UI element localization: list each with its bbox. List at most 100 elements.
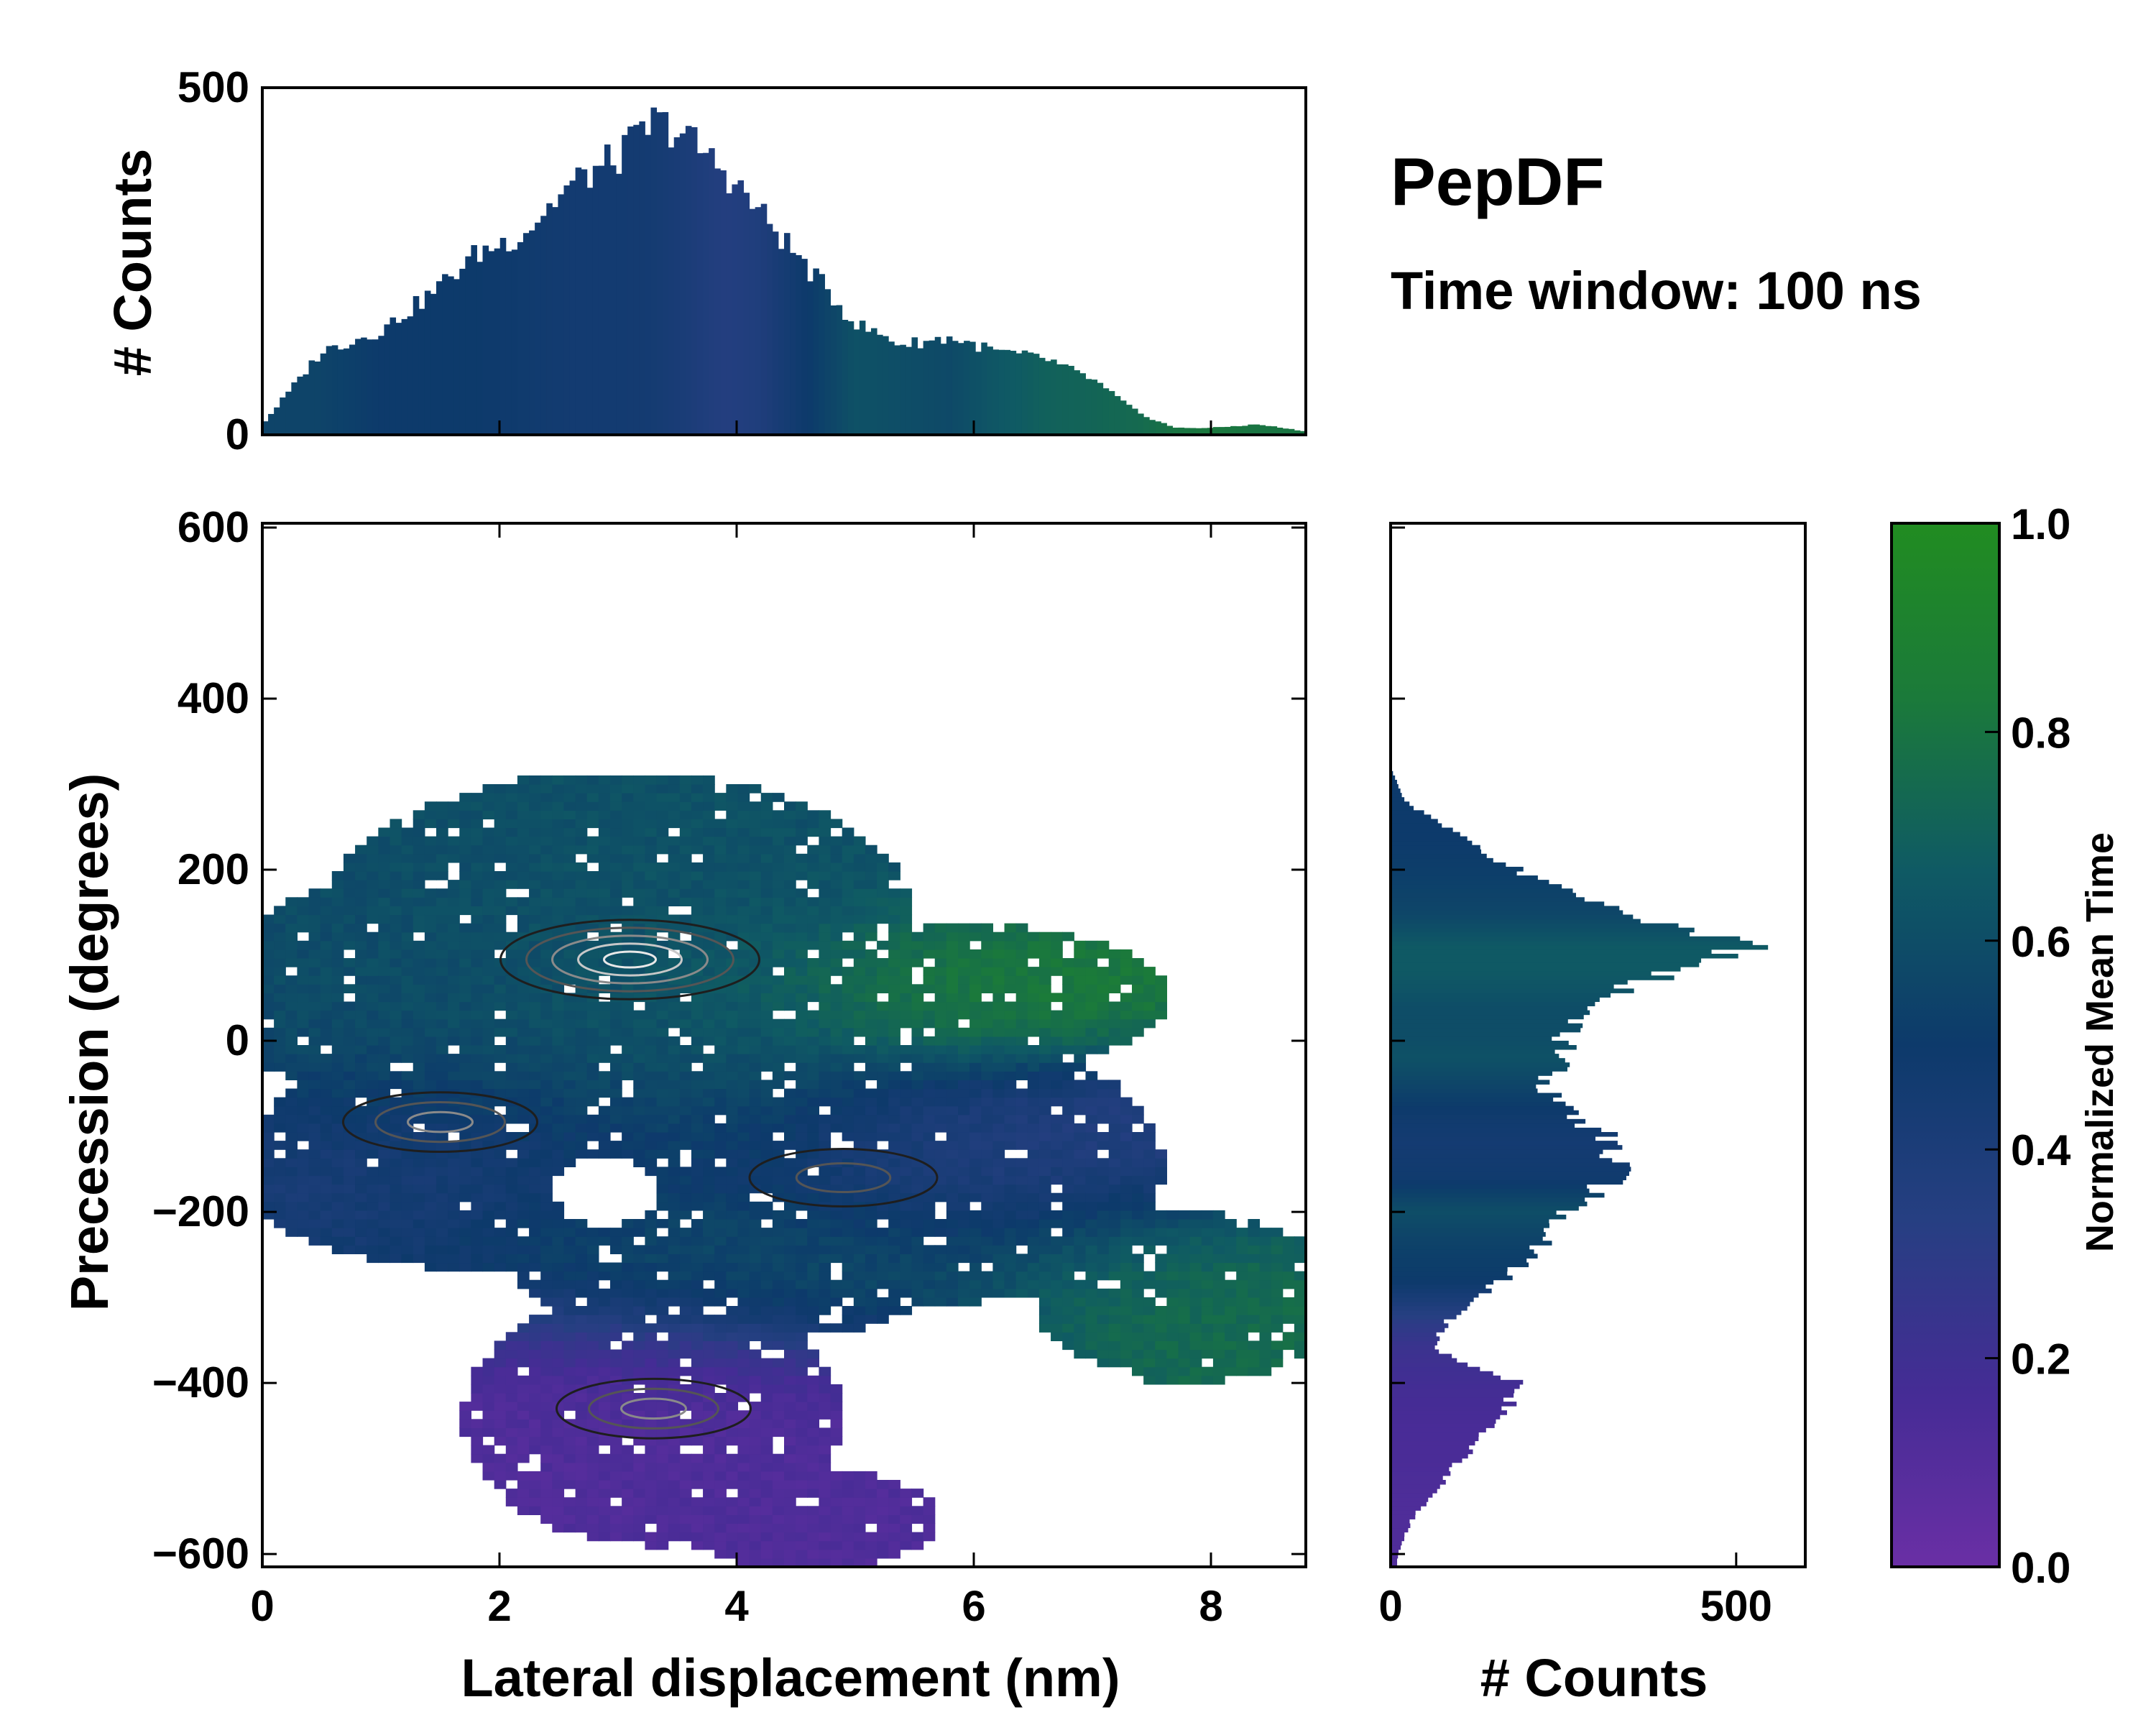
heatmap-cell [610, 801, 622, 811]
heatmap-cell [853, 1262, 866, 1272]
heatmap-cell [714, 1297, 727, 1307]
top-hist-bar [847, 321, 854, 435]
heatmap-cell [1085, 1245, 1098, 1254]
top-hist-bar [1021, 350, 1028, 435]
heatmap-cell [436, 810, 448, 819]
heatmap-cell [424, 819, 437, 829]
heatmap-cell [888, 1306, 900, 1315]
heatmap-cell [552, 1349, 565, 1359]
heatmap-cell [1294, 1297, 1306, 1307]
heatmap-cell [1004, 1123, 1017, 1133]
heatmap-cell [1038, 1254, 1051, 1264]
heatmap-cell [563, 1010, 576, 1020]
heatmap-cell [1166, 1323, 1179, 1333]
heatmap-cell [784, 1123, 796, 1133]
heatmap-cell [691, 1332, 704, 1341]
heatmap-cell [610, 775, 622, 785]
heatmap-cell [424, 923, 437, 933]
heatmap-cell [413, 1132, 425, 1141]
heatmap-cell [1282, 1271, 1295, 1281]
heatmap-cell [656, 1080, 669, 1090]
heatmap-cell [645, 1540, 658, 1550]
heatmap-cell [656, 1262, 669, 1272]
heatmap-cell [308, 1071, 321, 1080]
top-hist-bar [801, 259, 808, 435]
top-hist-bar [650, 107, 658, 436]
heatmap-cell [459, 819, 471, 829]
heatmap-cell [505, 1366, 518, 1376]
heatmap-cell [656, 1540, 669, 1550]
heatmap-cell [285, 1123, 298, 1133]
heatmap-cell [703, 1167, 715, 1177]
heatmap-cell [586, 871, 599, 880]
heatmap-cell [517, 784, 530, 794]
heatmap-cell [297, 1158, 310, 1167]
heatmap-cell [992, 1123, 1005, 1133]
heatmap-cell [772, 914, 785, 924]
heatmap-cell [1051, 1158, 1063, 1167]
heatmap-cell [1027, 1088, 1040, 1098]
heatmap-cell [807, 1375, 819, 1385]
heatmap-cell [703, 1062, 715, 1072]
heatmap-cell [598, 1018, 611, 1029]
heatmap-cell [471, 984, 484, 993]
heatmap-cell [842, 1018, 854, 1029]
heatmap-cell [911, 1506, 924, 1515]
heatmap-cell [529, 1219, 541, 1228]
heatmap-cell [575, 862, 588, 872]
heatmap-cell [622, 1315, 634, 1324]
heatmap-cell [1120, 1245, 1133, 1254]
heatmap-cell [807, 880, 819, 889]
heatmap-cell [714, 1462, 727, 1472]
heatmap-cell [1120, 1210, 1133, 1220]
heatmap-cell [645, 1489, 658, 1498]
heatmap-cell [877, 1036, 889, 1046]
top-hist-bar [824, 289, 831, 435]
heatmap-cell [540, 1167, 553, 1177]
heatmap-cell [505, 1245, 518, 1254]
heatmap-cell [714, 1445, 727, 1455]
heatmap-cell [679, 1306, 692, 1315]
heatmap-cell [853, 1192, 866, 1202]
heatmap-cell [378, 940, 391, 950]
heatmap-cell [1074, 1158, 1087, 1167]
heatmap-cell [749, 1489, 762, 1498]
heatmap-cell [888, 1001, 900, 1011]
heatmap-cell [703, 1236, 715, 1246]
heatmap-cell [900, 1184, 913, 1194]
heatmap-cell [865, 845, 877, 855]
heatmap-cell [807, 1288, 819, 1298]
heatmap-cell [737, 1167, 750, 1177]
heatmap-cell [1155, 1175, 1167, 1185]
heatmap-cell [911, 1245, 924, 1254]
heatmap-cell [772, 880, 785, 889]
heatmap-cell [424, 1010, 437, 1020]
heatmap-cell [900, 1001, 913, 1011]
heatmap-cell [1074, 1045, 1087, 1054]
heatmap-cell [471, 1114, 484, 1124]
heatmap-cell [703, 1358, 715, 1368]
heatmap-cell [992, 967, 1005, 976]
heatmap-cell [1132, 1158, 1144, 1167]
heatmap-cell [1189, 1306, 1202, 1315]
top-hist-bar [732, 184, 738, 435]
heatmap-cell [424, 1254, 437, 1264]
heatmap-cell [911, 1062, 924, 1072]
heatmap-cell [923, 1497, 936, 1506]
heatmap-cell [1038, 1097, 1051, 1107]
heatmap-cell [760, 1149, 773, 1159]
heatmap-cell [1201, 1228, 1214, 1237]
heatmap-cell [1108, 958, 1121, 967]
heatmap-cell [355, 1175, 367, 1185]
top-hist-bar [280, 397, 286, 435]
heatmap-cell [796, 1010, 808, 1020]
heatmap-cell [760, 1384, 773, 1394]
heatmap-cell [1085, 1167, 1098, 1177]
heatmap-cell [413, 853, 425, 863]
heatmap-cell [1085, 1349, 1098, 1359]
heatmap-cell [807, 1532, 819, 1542]
heatmap-cell [529, 1262, 541, 1272]
heatmap-cell [575, 1071, 588, 1080]
heatmap-cell [726, 1549, 739, 1559]
heatmap-cell [355, 975, 367, 985]
